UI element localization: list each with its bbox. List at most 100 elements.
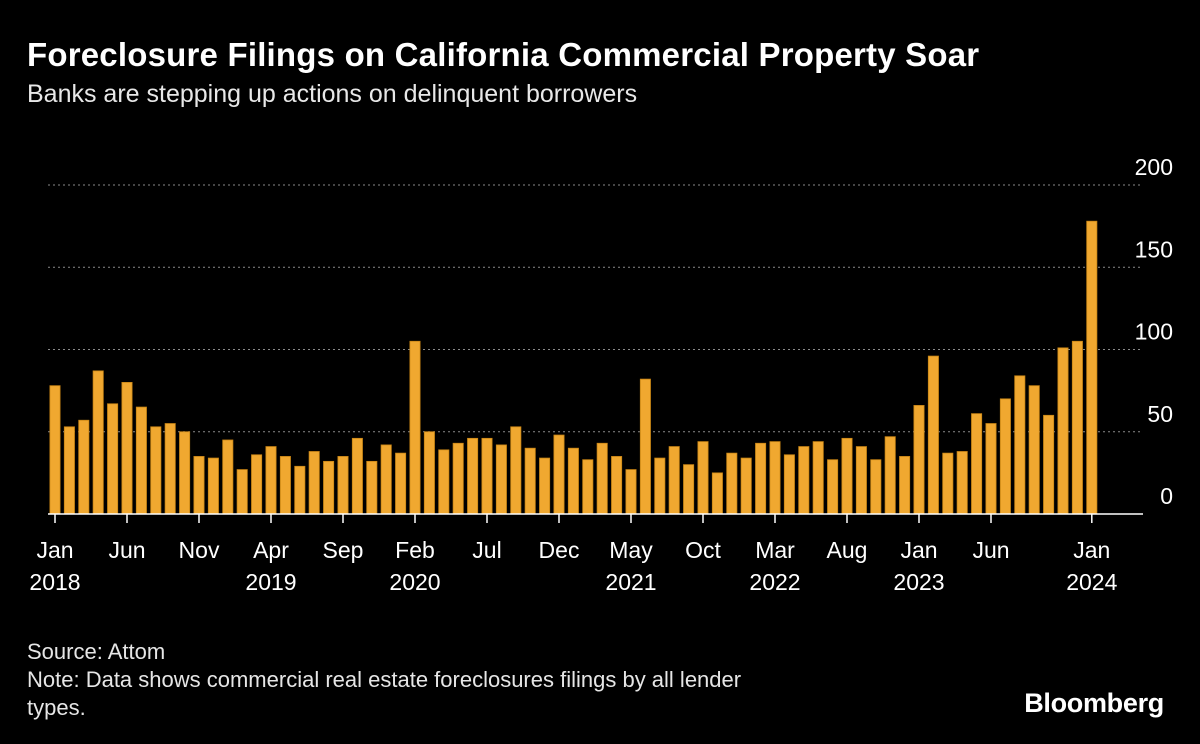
bar <box>409 340 421 515</box>
bar <box>841 437 853 515</box>
bar <box>1028 385 1040 515</box>
bar <box>236 469 248 515</box>
y-tick-label: 0 <box>1160 483 1173 509</box>
x-tick-year-label: 2020 <box>389 569 440 595</box>
bar <box>207 457 219 515</box>
bar <box>92 370 104 515</box>
bar <box>611 456 623 515</box>
bar <box>582 459 594 515</box>
bar <box>337 456 349 515</box>
bar <box>294 465 306 515</box>
bar <box>380 444 392 515</box>
bar <box>567 447 579 515</box>
bar <box>265 446 277 515</box>
chart-subtitle: Banks are stepping up actions on delinqu… <box>27 80 638 108</box>
bar <box>956 451 968 515</box>
bar <box>884 436 896 515</box>
x-tick-year-label: 2021 <box>605 569 656 595</box>
bar <box>539 457 551 515</box>
bar <box>395 452 407 515</box>
bar <box>726 452 738 515</box>
bar <box>308 451 320 515</box>
x-tick-label: Apr <box>253 537 289 563</box>
x-tick-label: Mar <box>755 537 795 563</box>
bar <box>855 446 867 515</box>
bar <box>481 437 493 515</box>
bar <box>193 456 205 515</box>
bar <box>769 441 781 515</box>
x-tick-year-label: 2018 <box>29 569 80 595</box>
bar <box>251 454 263 515</box>
x-tick-label: Jun <box>108 537 145 563</box>
bar <box>438 449 450 515</box>
bar <box>798 446 810 515</box>
bar <box>121 381 133 515</box>
bar-chart: 0 50 100 150 200 Jan 2018 Jun Nov Apr 2019 Sep Feb 20… <box>29 154 1173 595</box>
data-note-continued: types. <box>27 695 86 720</box>
y-tick-label: 150 <box>1135 236 1173 262</box>
bar <box>78 419 90 515</box>
y-tick-label: 100 <box>1135 319 1173 345</box>
bar <box>164 423 176 515</box>
x-tick-year-label: 2022 <box>749 569 800 595</box>
bar <box>279 456 291 515</box>
bar <box>668 446 680 515</box>
bar <box>524 447 536 515</box>
source-note: Source: Attom <box>27 639 166 664</box>
x-tick-label: Jul <box>472 537 501 563</box>
x-tick-label: Aug <box>827 537 868 563</box>
x-tick-label: Dec <box>539 537 580 563</box>
x-tick-label: Jan <box>1073 537 1110 563</box>
bar <box>654 457 666 515</box>
x-tick-year-label: 2019 <box>245 569 296 595</box>
bar <box>107 403 119 515</box>
bar <box>927 355 939 515</box>
bar <box>639 378 651 515</box>
bar <box>553 434 565 515</box>
bar <box>467 437 479 515</box>
bar <box>1057 347 1069 515</box>
chart-footer: Source: Attom Note: Data shows commercia… <box>27 638 741 722</box>
bar <box>755 442 767 515</box>
bar <box>63 426 75 515</box>
bar <box>150 426 162 515</box>
bar <box>423 431 435 515</box>
bar <box>323 460 335 515</box>
bar <box>1014 375 1026 515</box>
bar <box>625 469 637 515</box>
bar <box>942 452 954 515</box>
bar <box>1043 414 1055 515</box>
bar <box>971 413 983 515</box>
x-tick-label: Jan <box>900 537 937 563</box>
bar <box>899 456 911 515</box>
bar <box>452 442 464 515</box>
bar <box>222 439 234 515</box>
x-tick-label: Jun <box>972 537 1009 563</box>
bar <box>740 457 752 515</box>
bar <box>812 441 824 515</box>
x-tick-label: Oct <box>685 537 721 563</box>
bar <box>913 405 925 515</box>
bar <box>510 426 522 515</box>
x-tick-label: Jan <box>36 537 73 563</box>
bar <box>366 460 378 515</box>
y-tick-label: 200 <box>1135 154 1173 180</box>
bar <box>351 437 363 515</box>
y-tick-label: 50 <box>1147 401 1173 427</box>
bar <box>827 459 839 515</box>
bar <box>495 444 507 515</box>
bar <box>683 464 695 515</box>
bloomberg-logo: Bloomberg <box>1024 688 1164 718</box>
chart-title: Foreclosure Filings on California Commer… <box>27 36 980 73</box>
bar <box>1086 220 1098 515</box>
bar <box>711 472 723 515</box>
bar <box>596 442 608 515</box>
x-tick-year-label: 2024 <box>1066 569 1117 595</box>
x-tick-label: Feb <box>395 537 435 563</box>
x-tick-label: Nov <box>179 537 220 563</box>
bar <box>135 406 147 515</box>
x-tick-label: May <box>609 537 653 563</box>
x-tick-label: Sep <box>323 537 364 563</box>
bar <box>697 441 709 515</box>
bar <box>783 454 795 515</box>
